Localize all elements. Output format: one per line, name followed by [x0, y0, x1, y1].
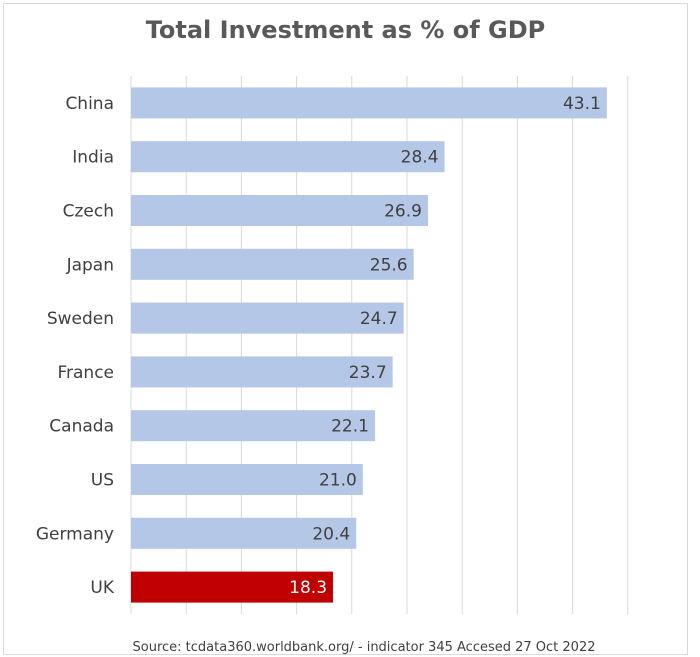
bar-china	[131, 87, 607, 119]
category-label: Canada	[49, 417, 114, 437]
source-note: Source: tcdata360.worldbank.org/ - indic…	[132, 640, 596, 655]
category-label: India	[72, 148, 114, 168]
value-label: 28.4	[401, 148, 439, 168]
bar-czech	[131, 195, 428, 226]
category-label: US	[91, 471, 114, 491]
bar-germany	[131, 517, 357, 549]
value-label: 24.7	[360, 309, 398, 329]
bar-india	[131, 141, 445, 173]
value-label: 20.4	[312, 524, 350, 544]
category-label: Czech	[63, 202, 114, 222]
bar-us	[131, 464, 363, 495]
category-label: Germany	[36, 524, 114, 544]
value-label: 22.1	[331, 417, 369, 437]
value-label: 26.9	[384, 202, 422, 222]
bar-sweden	[131, 302, 404, 334]
bar-canada	[131, 410, 375, 442]
value-label: 23.7	[349, 363, 387, 383]
category-label: Sweden	[47, 309, 114, 329]
category-label: Japan	[66, 255, 114, 275]
chart-title: Total Investment as % of GDP	[145, 16, 546, 44]
value-label: 18.3	[289, 578, 327, 598]
bars	[131, 87, 607, 603]
bar-chart: China 43.1 India 28.4 Czech 26.9 Japan 25.6 Swed…	[36, 76, 629, 614]
bar-uk	[131, 571, 334, 603]
category-label: UK	[90, 578, 114, 598]
bar-france	[131, 356, 393, 388]
chart-frame: Total Investment as % of GDP China 43.1 In…	[3, 3, 688, 655]
value-label: 25.6	[370, 255, 408, 275]
bar-japan	[131, 248, 414, 280]
value-label: 43.1	[563, 94, 601, 114]
category-label: China	[65, 94, 114, 114]
value-label: 21.0	[319, 471, 357, 491]
labels: China 43.1 India 28.4 Czech 26.9 Japan 25.6 Swed…	[36, 94, 601, 598]
category-label: France	[57, 363, 114, 383]
